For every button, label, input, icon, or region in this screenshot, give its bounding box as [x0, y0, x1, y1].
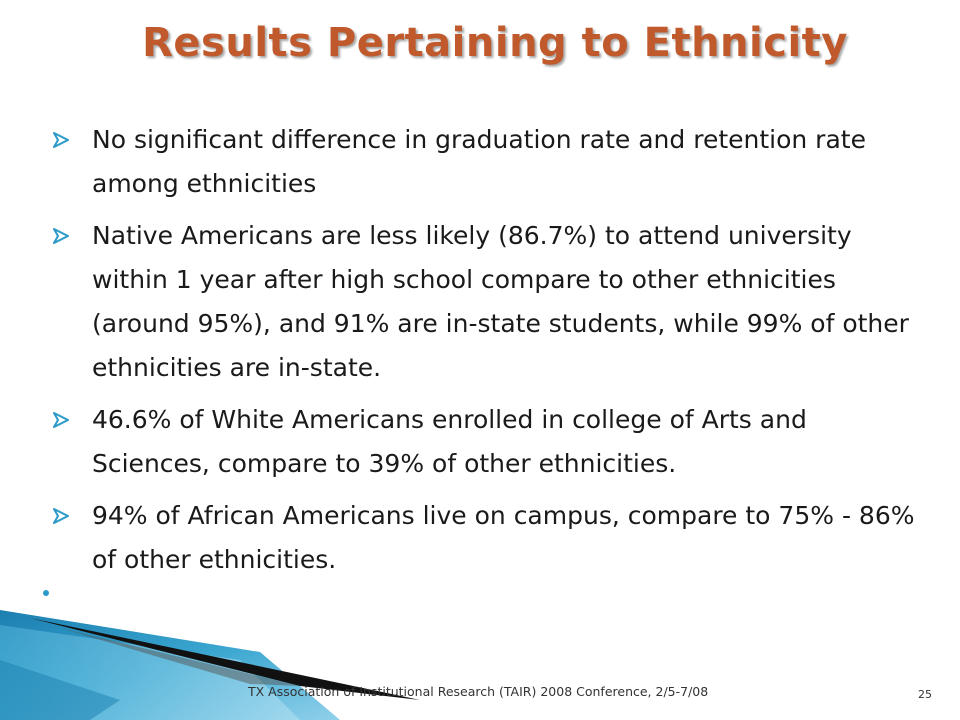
arrow-bullet-icon [46, 398, 76, 442]
bullet-text: Native Americans are less likely (86.7%)… [92, 221, 909, 382]
bullet-list: No significant difference in graduation … [46, 118, 916, 590]
bullet-item: 94% of African Americans live on campus,… [46, 494, 916, 582]
page-number: 25 [918, 688, 932, 701]
footer-text: TX Association of Institutional Research… [248, 684, 709, 699]
bullet-text: 94% of African Americans live on campus,… [92, 501, 915, 574]
bullet-item: 46.6% of White Americans enrolled in col… [46, 398, 916, 486]
arrow-bullet-icon [46, 118, 76, 162]
arrow-bullet-icon [46, 214, 76, 258]
dot-bullet-icon [43, 590, 49, 596]
slide-title: Results Pertaining to Ethnicity [142, 20, 848, 66]
bullet-text: No significant difference in graduation … [92, 125, 866, 198]
bullet-item: No significant difference in graduation … [46, 118, 916, 206]
bullet-item: Native Americans are less likely (86.7%)… [46, 214, 916, 390]
arrow-bullet-icon [46, 494, 76, 538]
bullet-text: 46.6% of White Americans enrolled in col… [92, 405, 807, 478]
